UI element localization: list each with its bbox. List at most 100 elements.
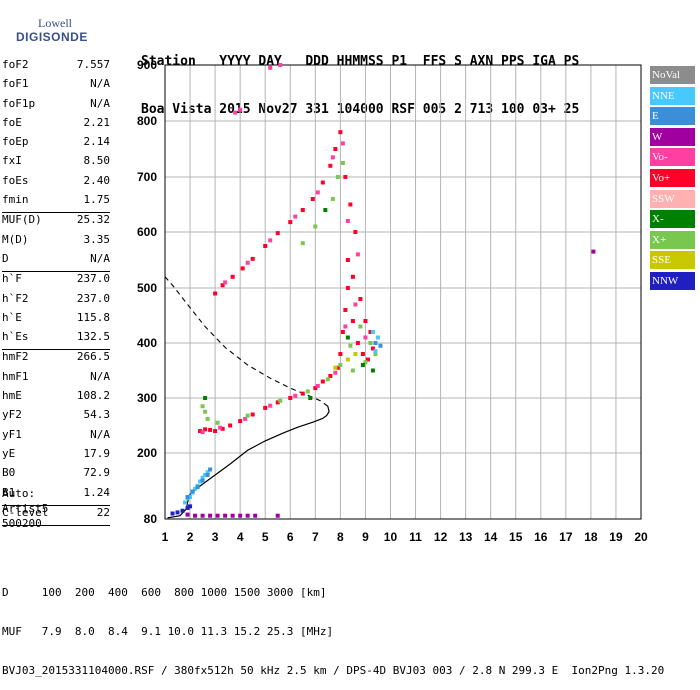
- echo-point: [375, 335, 380, 340]
- echo-point: [378, 343, 383, 348]
- x-tick-label: 10: [384, 530, 398, 544]
- x-tick-label: 17: [559, 530, 573, 544]
- param-label: foF1p: [2, 96, 36, 110]
- echo-point: [363, 335, 368, 340]
- echo-point: [323, 208, 328, 212]
- echo-point: [328, 374, 333, 378]
- param-separator: [2, 271, 110, 273]
- echo-point: [365, 357, 370, 362]
- echo-point: [360, 363, 365, 367]
- echo-point: [203, 409, 208, 414]
- y-tick-label: 500: [137, 281, 157, 295]
- echo-point: [253, 513, 258, 518]
- echo-point: [330, 197, 335, 201]
- param-label: foEs: [2, 173, 29, 187]
- echo-point: [268, 403, 273, 408]
- echo-point: [363, 360, 368, 365]
- digisonde-logo: Lowell DIGISONDE: [6, 6, 87, 46]
- echo-point: [350, 274, 355, 279]
- param-separator: [2, 525, 110, 527]
- echo-point: [200, 478, 205, 483]
- echo-point: [268, 65, 273, 70]
- echo-point: [343, 308, 348, 312]
- echo-point: [200, 475, 205, 480]
- param-row: foE 2.21: [2, 116, 110, 135]
- echo-point: [288, 220, 293, 225]
- echo-point: [353, 352, 358, 356]
- param-value: 22: [96, 505, 110, 519]
- param-value: 25.32: [76, 213, 110, 227]
- param-label: h`F2: [2, 291, 29, 305]
- echo-point: [185, 495, 190, 499]
- param-value: 1.24: [83, 485, 111, 499]
- param-value: 266.5: [76, 350, 110, 364]
- param-value: 108.2: [76, 389, 110, 403]
- echo-point: [345, 258, 350, 262]
- y-tick-label: 800: [137, 114, 157, 128]
- param-value: 237.0: [76, 272, 110, 286]
- echo-point: [338, 352, 343, 356]
- echo-point: [330, 155, 335, 160]
- echo-point: [350, 319, 355, 323]
- param-label: foF1: [2, 77, 29, 91]
- echo-point: [195, 485, 200, 490]
- param-label: fmin: [2, 193, 29, 207]
- echo-point: [203, 396, 208, 400]
- echo-point: [313, 224, 318, 229]
- echo-point: [350, 368, 355, 373]
- param-value: 54.3: [83, 408, 111, 422]
- echo-point: [238, 419, 243, 424]
- echo-point: [300, 208, 305, 212]
- x-tick-label: 20: [634, 530, 648, 544]
- param-value: N/A: [90, 77, 110, 91]
- echo-point: [223, 280, 228, 285]
- y-tick-label: 300: [137, 391, 157, 405]
- profile-curve-extrapolated: [164, 276, 329, 407]
- echo-point: [355, 252, 360, 257]
- x-tick-label: 16: [534, 530, 548, 544]
- plot-frame: [164, 64, 642, 520]
- echo-point: [315, 383, 320, 388]
- echo-point: [200, 404, 205, 409]
- param-value: N/A: [90, 427, 110, 441]
- param-label: foE: [2, 115, 22, 129]
- echo-point: [345, 286, 350, 290]
- echo-point: [245, 260, 250, 265]
- param-value: N/A: [90, 369, 110, 383]
- echo-point: [213, 291, 218, 296]
- x-tick-label: 18: [584, 530, 598, 544]
- y-tick-label: 700: [137, 170, 157, 184]
- param-label: B1: [2, 485, 16, 499]
- x-tick-label: 9: [362, 530, 369, 544]
- echo-point: [340, 330, 345, 334]
- echo-point: [325, 377, 330, 382]
- echo-point: [205, 416, 210, 421]
- auto-label: Auto:: [2, 487, 36, 500]
- x-tick-label: 8: [337, 530, 344, 544]
- param-separator: [2, 504, 110, 506]
- echo-point: [185, 506, 190, 510]
- echo-point: [300, 391, 305, 396]
- echo-point: [205, 470, 210, 475]
- logo-digisonde: DIGISONDE: [16, 30, 88, 44]
- echo-point: [340, 141, 345, 146]
- echo-point: [193, 486, 198, 491]
- x-tick-label: 15: [509, 530, 523, 544]
- echo-point: [355, 341, 360, 345]
- echo-point: [218, 425, 223, 430]
- param-row: foF2 7.557: [2, 58, 110, 77]
- echo-point: [373, 349, 378, 354]
- legend-item: SSE: [650, 251, 695, 270]
- param-value: 2.40: [83, 173, 111, 187]
- echo-point: [278, 398, 283, 403]
- echo-point: [345, 219, 350, 223]
- echo-point: [591, 249, 596, 254]
- echo-point: [305, 389, 310, 394]
- param-value: 17.9: [83, 446, 111, 460]
- echo-point: [370, 368, 375, 373]
- param-value: 115.8: [76, 310, 110, 324]
- echo-point: [250, 412, 255, 417]
- legend-item: X-: [650, 210, 695, 229]
- param-label: C-level: [2, 505, 49, 519]
- param-value: N/A: [90, 96, 110, 110]
